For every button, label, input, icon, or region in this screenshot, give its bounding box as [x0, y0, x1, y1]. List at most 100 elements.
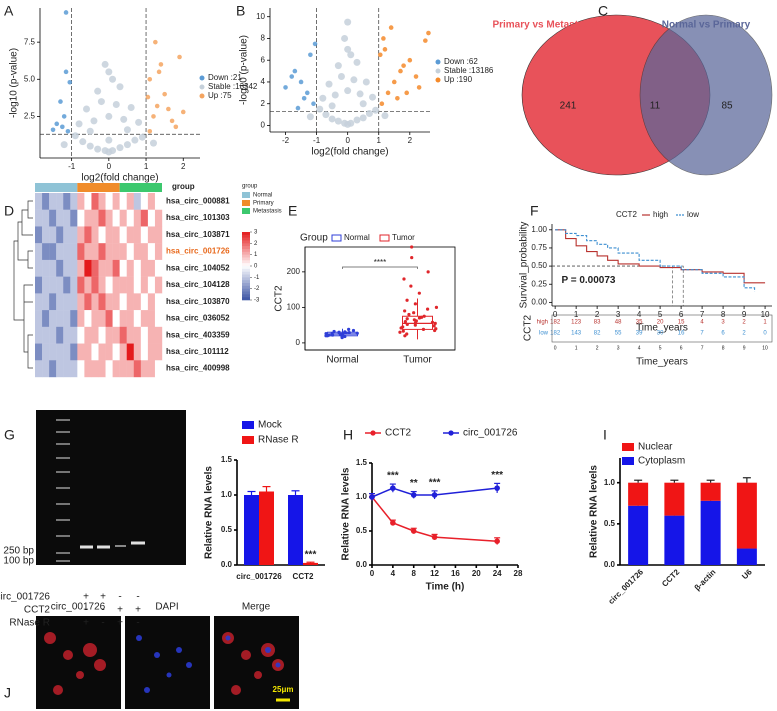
cell: [147, 326, 156, 344]
cell: [35, 310, 43, 328]
cell: [42, 243, 50, 261]
point: [50, 127, 56, 133]
risk-x-tick-label: 4: [638, 345, 641, 351]
marker-label: 100 bp: [3, 556, 34, 567]
cell: [91, 343, 99, 361]
annotation: ***: [429, 478, 441, 489]
point: [405, 317, 409, 321]
legend-swatch: [379, 234, 390, 242]
cell: [77, 343, 85, 361]
risk-x-tick-label: 6: [680, 345, 683, 351]
risk-count: 48: [615, 320, 622, 326]
point: [425, 307, 430, 311]
cell: [70, 326, 78, 344]
cell: [154, 343, 163, 361]
cell: [98, 276, 106, 294]
point: [308, 52, 313, 58]
risk-count: 39: [636, 331, 643, 337]
cell: [35, 259, 43, 277]
cell: [112, 209, 120, 227]
x-tick-label: 4: [391, 569, 396, 578]
x-tick-label: 12: [430, 569, 439, 578]
cell: [133, 343, 142, 361]
cell: [119, 343, 127, 361]
legend-swatch: [331, 234, 342, 242]
cell: [84, 293, 92, 311]
point: [298, 79, 304, 85]
cell: [112, 259, 120, 277]
point: [334, 117, 342, 125]
cell: [42, 193, 50, 210]
cell: [105, 310, 113, 328]
cell: [119, 209, 127, 227]
cell: [49, 193, 57, 210]
x-tick-label: -1: [68, 162, 76, 171]
cell: [42, 360, 50, 378]
bar: [288, 495, 303, 565]
cell: [70, 243, 78, 261]
nuclei: [136, 635, 281, 693]
cell: [77, 310, 85, 328]
point: [304, 90, 310, 96]
cell: [63, 293, 71, 311]
cell: [105, 276, 113, 294]
colorbar-label: -2: [254, 286, 260, 292]
cell: [49, 226, 57, 244]
point: [151, 114, 156, 119]
sign: -: [84, 605, 87, 616]
cell: [98, 293, 106, 311]
risk-row-label: high: [537, 320, 548, 326]
cell: [140, 226, 149, 244]
marker: [431, 492, 438, 498]
image-label: DAPI: [155, 602, 178, 613]
bar-segment: [700, 482, 721, 501]
x-tick-label: CCT2: [293, 572, 314, 581]
annotation: ***: [305, 550, 317, 561]
risk-count: 35: [636, 320, 643, 326]
y-tick-label: 1.0: [221, 490, 233, 499]
cell: [42, 226, 50, 244]
bar-segment: [736, 548, 757, 565]
cell: [84, 360, 92, 378]
point: [135, 118, 143, 126]
cell: [63, 276, 71, 294]
panel-label: A: [4, 3, 14, 19]
panel-label: B: [236, 3, 245, 19]
x-tick-label: 4: [637, 310, 642, 319]
group-bar: [35, 183, 78, 192]
point: [109, 75, 117, 83]
point: [60, 141, 68, 149]
cell: [77, 209, 85, 227]
sign: +: [83, 618, 89, 629]
cell: [70, 360, 78, 378]
risk-x-tick-label: 5: [659, 345, 662, 351]
annotation: ****: [374, 258, 386, 267]
colorbar-segment: [242, 232, 250, 236]
point: [63, 69, 69, 75]
legend-label: Normal: [253, 193, 272, 199]
point: [86, 142, 94, 150]
cell: [56, 326, 64, 344]
point: [353, 116, 361, 124]
x-tick-label: 8: [411, 569, 416, 578]
point: [410, 245, 414, 249]
cell: [84, 209, 92, 227]
point: [328, 115, 336, 123]
colorbar-label: 1: [254, 252, 258, 258]
point: [399, 326, 403, 330]
marker: [494, 485, 500, 491]
cell: [126, 259, 134, 277]
point: [341, 34, 349, 42]
point: [306, 113, 314, 121]
y-tick-label: 0.00: [531, 297, 547, 306]
cell: [126, 243, 134, 261]
point: [407, 57, 413, 63]
cell: [91, 259, 99, 277]
count-label: 11: [650, 101, 661, 112]
cell: [119, 326, 127, 344]
risk-count: 2: [742, 331, 746, 337]
cell: [56, 193, 64, 210]
cell: [147, 209, 156, 227]
cell: [42, 293, 50, 311]
point: [127, 104, 135, 112]
